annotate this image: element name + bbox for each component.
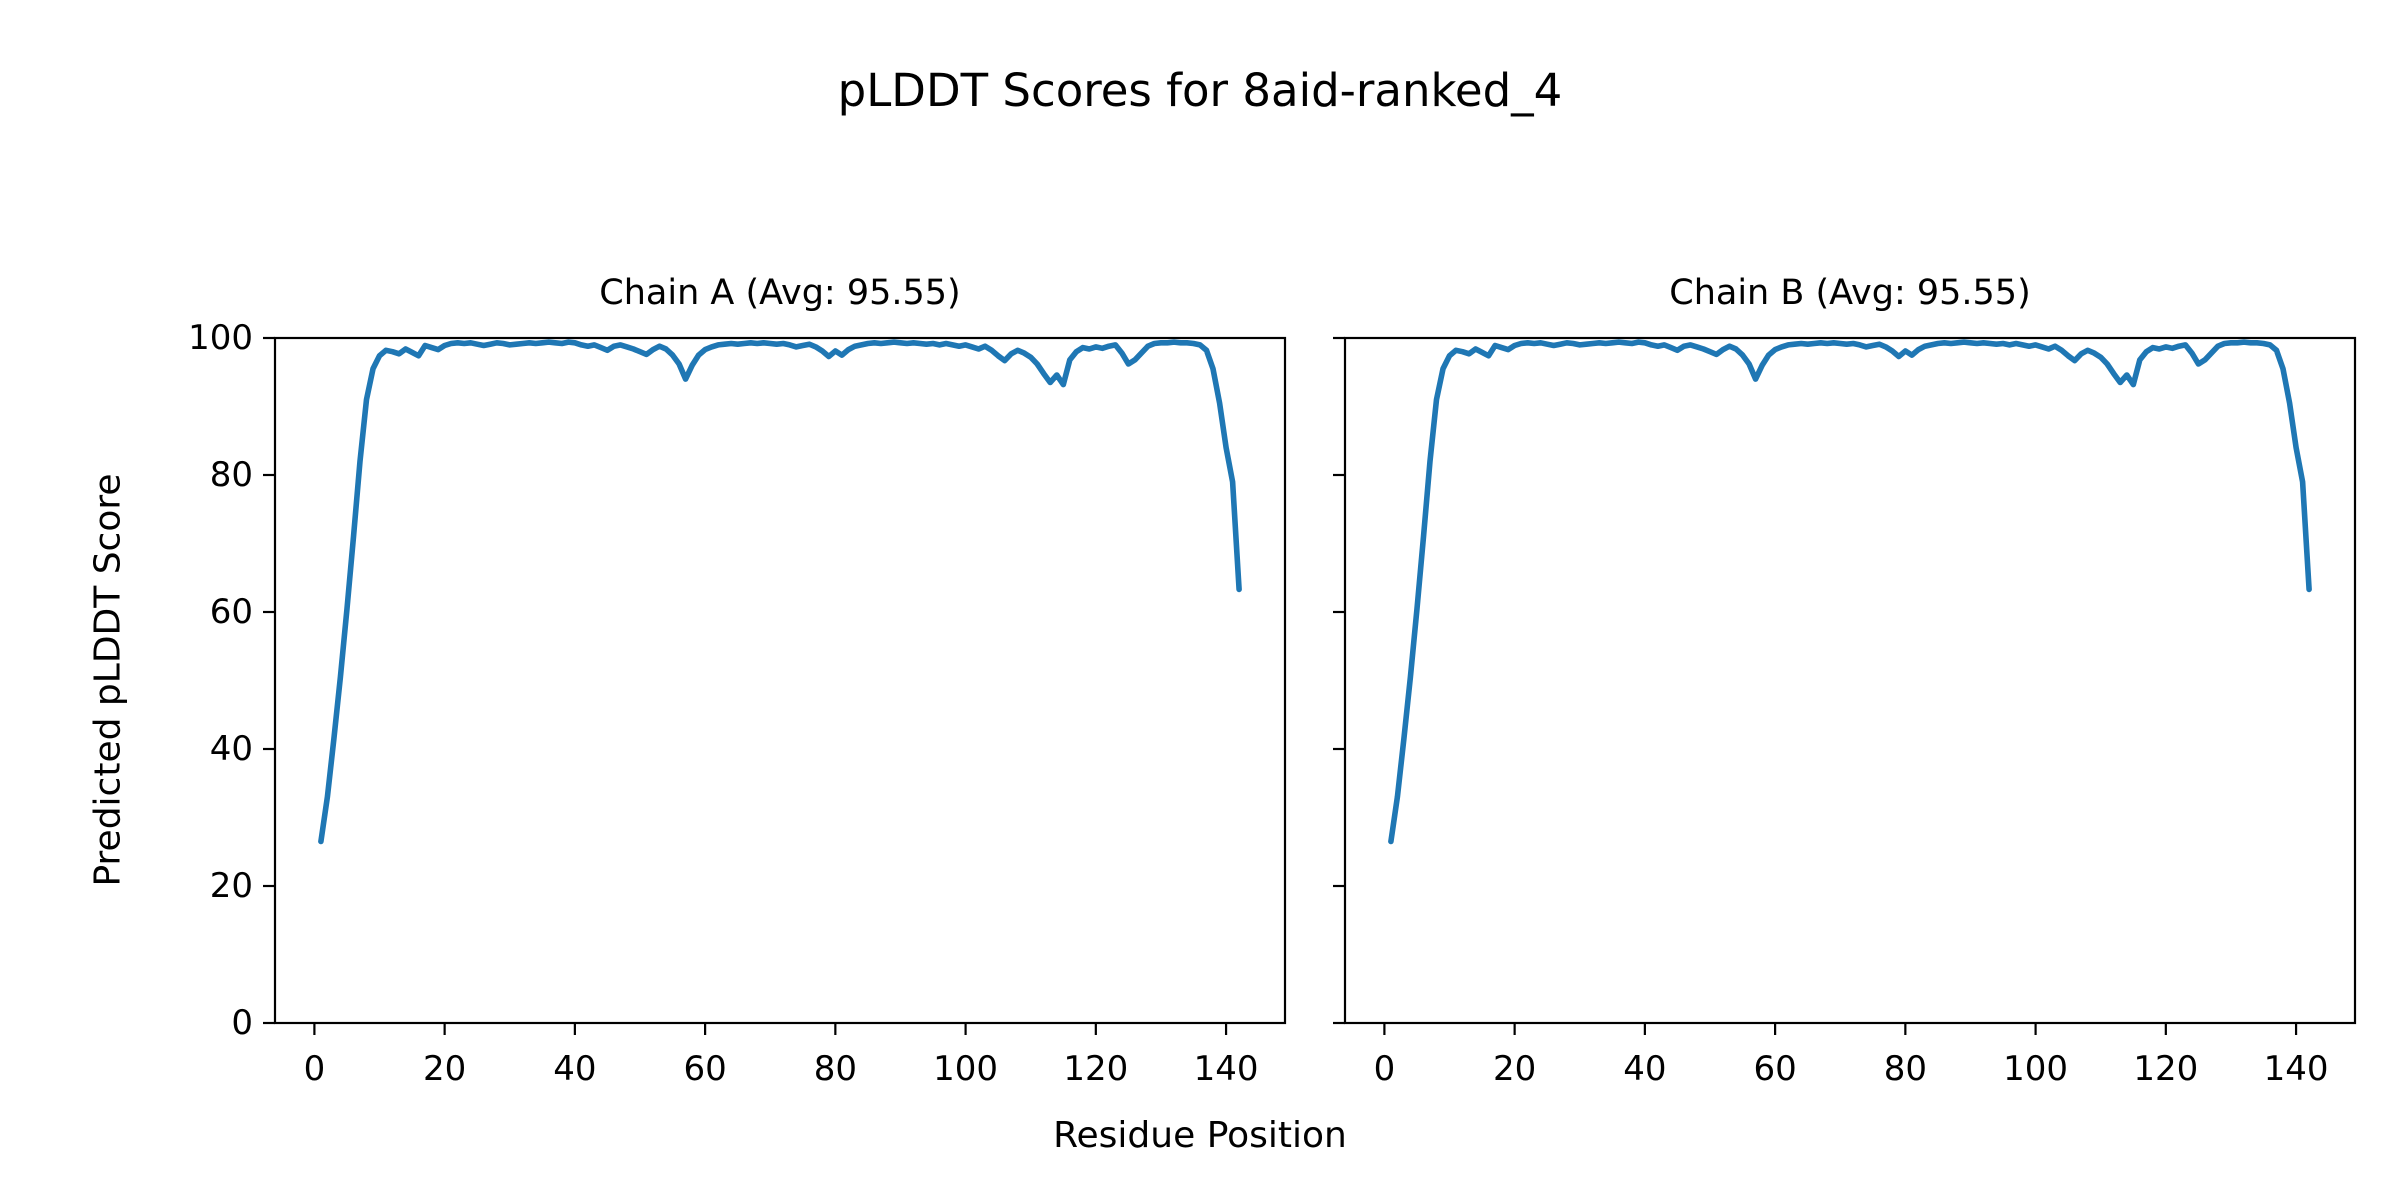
chain-a-subplot-title: Chain A (Avg: 95.55) bbox=[599, 273, 961, 313]
x-tick-label: 60 bbox=[683, 1049, 726, 1089]
x-tick-label: 60 bbox=[1753, 1049, 1796, 1089]
x-tick-label: 140 bbox=[2264, 1049, 2329, 1089]
chain-b-plot: 0 20 40 60 80 100 120 140 bbox=[1333, 336, 2357, 1089]
x-tick-label: 80 bbox=[1884, 1049, 1927, 1089]
x-tick-label: 0 bbox=[1374, 1049, 1396, 1089]
x-tick-label: 80 bbox=[814, 1049, 857, 1089]
y-tick-label: 80 bbox=[210, 455, 253, 495]
x-tick-label: 0 bbox=[304, 1049, 326, 1089]
y-tick-label: 20 bbox=[210, 866, 253, 906]
plddt-line bbox=[1388, 339, 2312, 845]
figure-title: pLDDT Scores for 8aid-ranked_4 bbox=[837, 64, 1563, 117]
chain-b-subplot-title: Chain B (Avg: 95.55) bbox=[1669, 273, 2031, 313]
axes-box bbox=[273, 336, 1287, 1025]
x-tick-label: 140 bbox=[1194, 1049, 1259, 1089]
x-tick-label: 120 bbox=[2133, 1049, 2198, 1089]
x-tick-label: 100 bbox=[933, 1049, 998, 1089]
y-tick-label: 0 bbox=[231, 1003, 253, 1043]
x-tick-label: 20 bbox=[423, 1049, 466, 1089]
x-tick-label: 40 bbox=[1623, 1049, 1666, 1089]
plddt-line bbox=[318, 339, 1242, 845]
x-axis-label: Residue Position bbox=[1053, 1115, 1347, 1156]
x-tick-label: 20 bbox=[1493, 1049, 1536, 1089]
x-tick-label: 120 bbox=[1063, 1049, 1128, 1089]
x-tick-label: 40 bbox=[553, 1049, 596, 1089]
chain-a-plot: 0 20 40 60 80 100 120 140 0 20 40 60 80 100 bbox=[188, 318, 1287, 1089]
y-axis-label: Predicted pLDDT Score bbox=[87, 473, 129, 887]
y-tick-label: 40 bbox=[210, 729, 253, 769]
axes-box bbox=[1343, 336, 2357, 1025]
y-tick-label: 60 bbox=[210, 592, 253, 632]
y-tick-label: 100 bbox=[188, 318, 253, 358]
x-tick-label: 100 bbox=[2003, 1049, 2068, 1089]
